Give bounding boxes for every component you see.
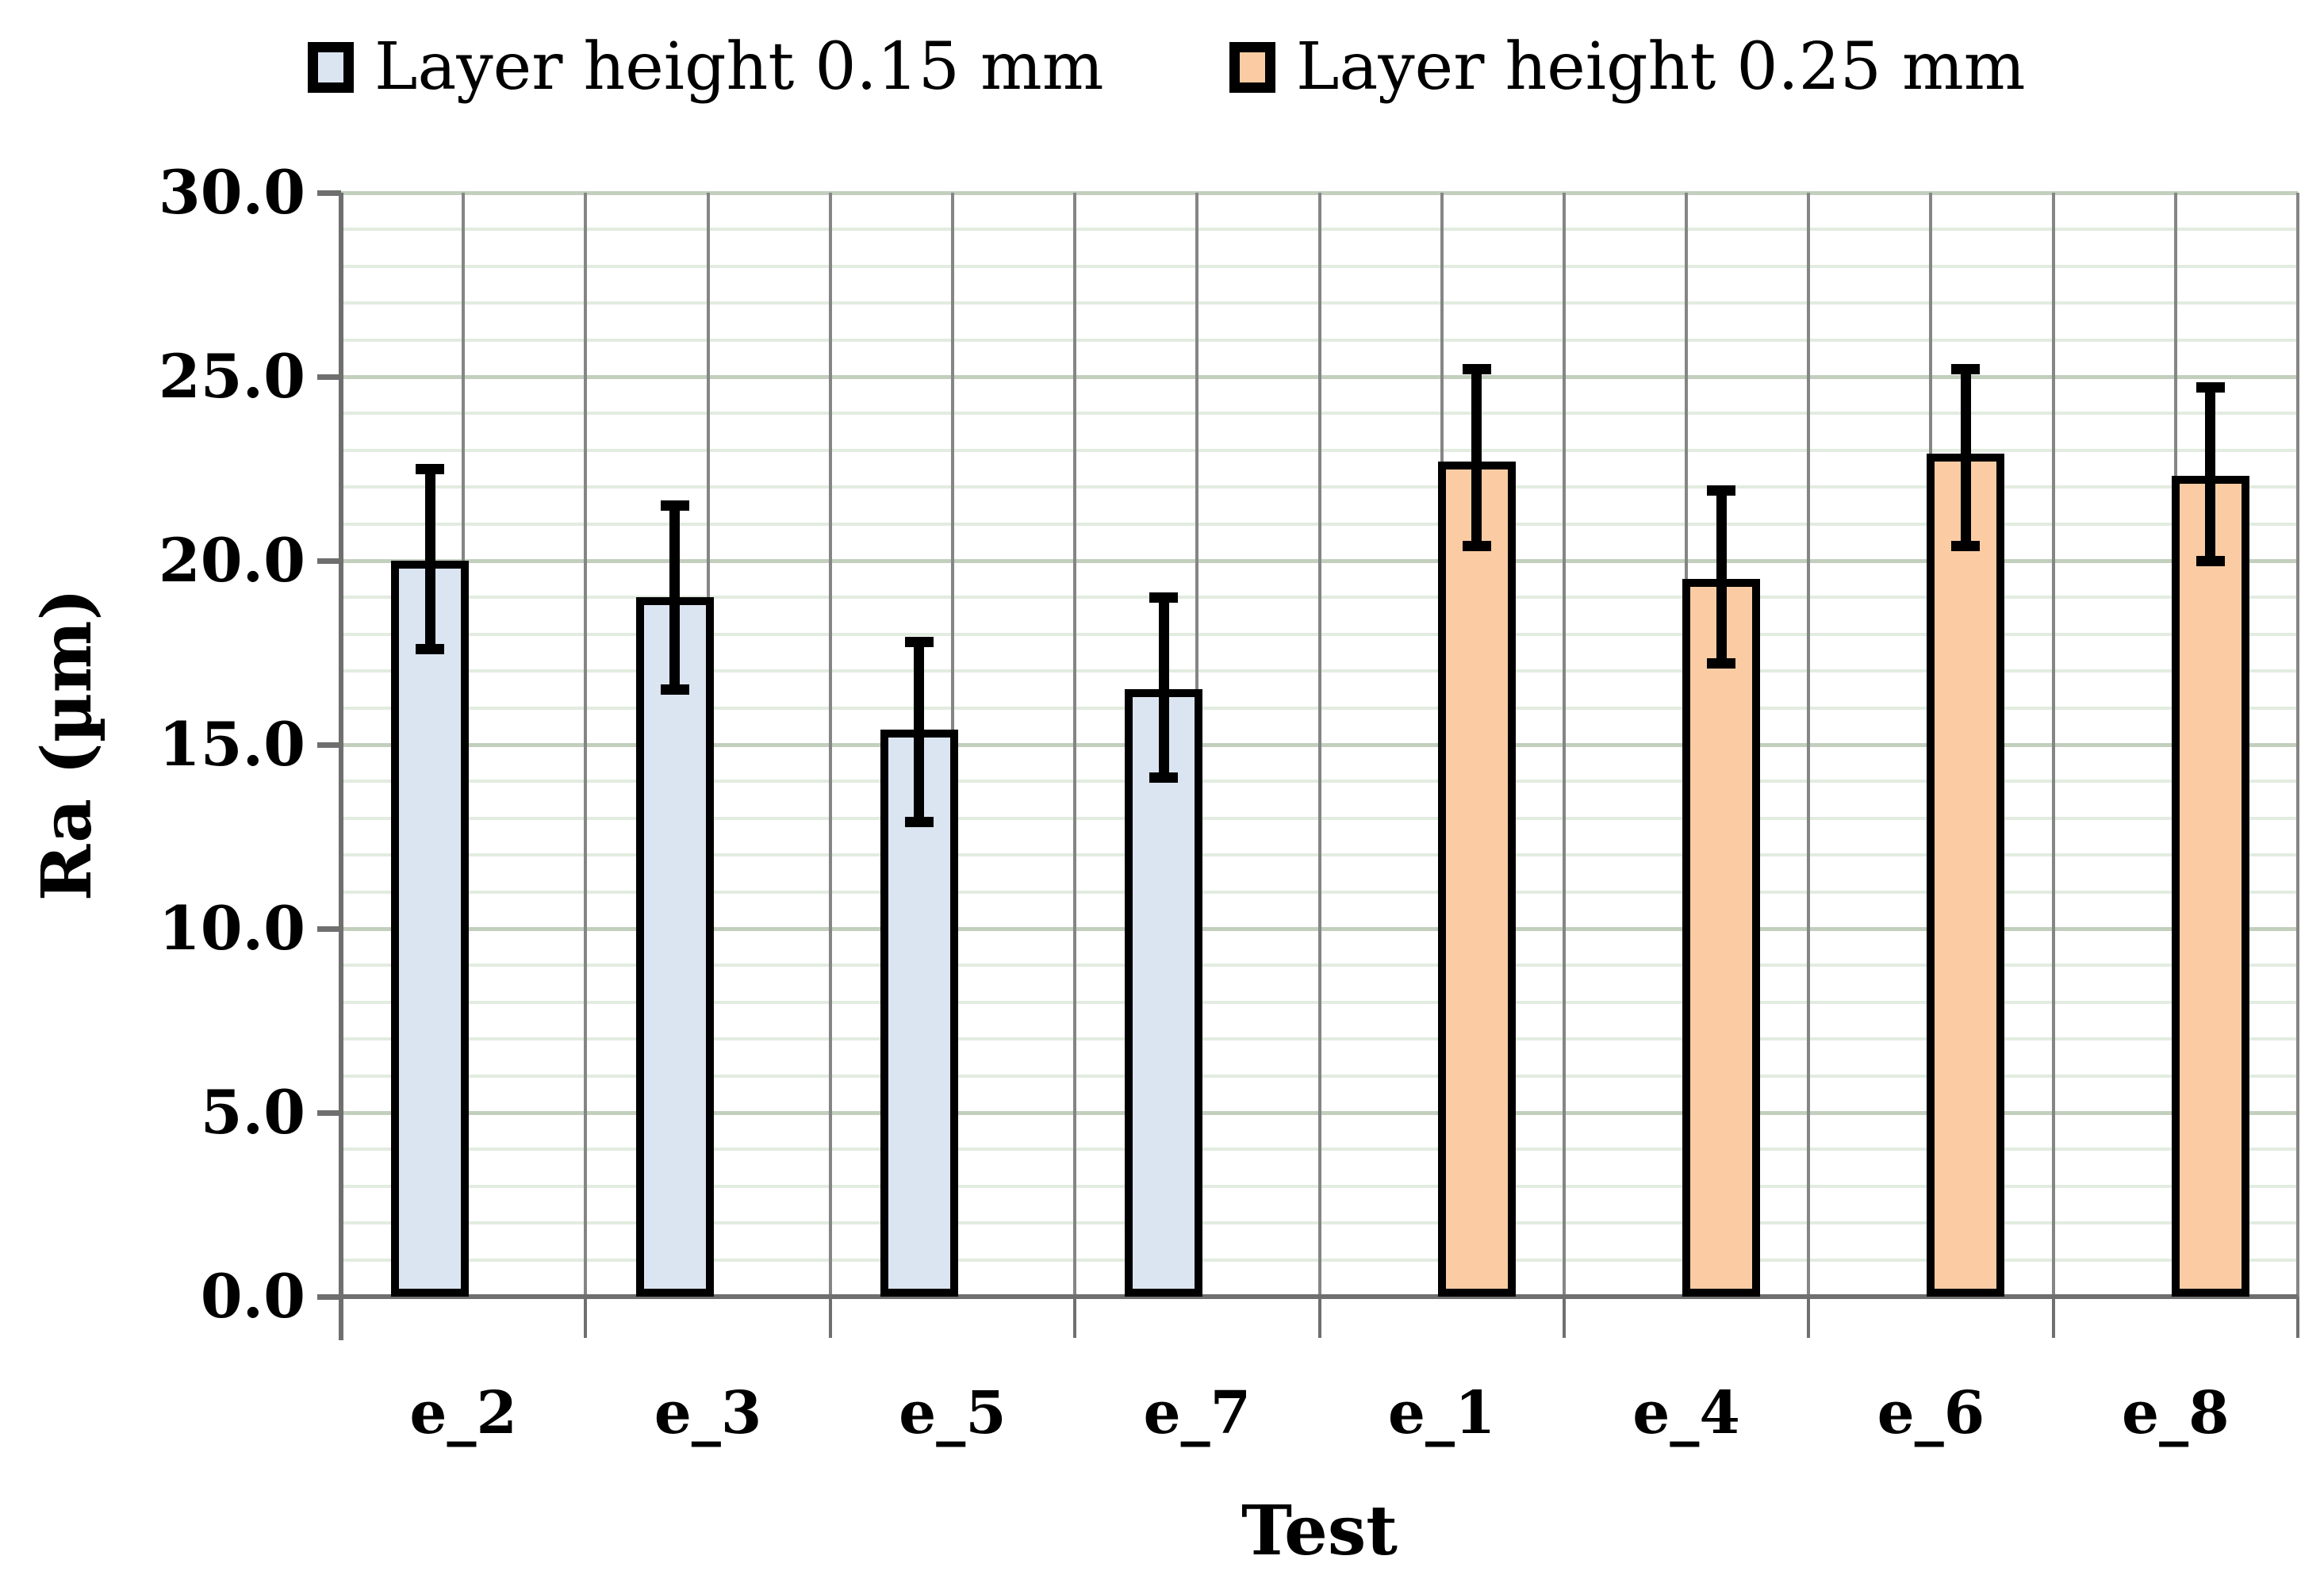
x-tick-label-e_7: e_7 xyxy=(1143,1379,1252,1447)
legend-label: Layer height 0.25 mm xyxy=(1296,29,2026,105)
bar-e_4 xyxy=(1682,579,1761,1297)
bar-e_2 xyxy=(391,561,470,1297)
error-bar-bottom-cap-e_6 xyxy=(1951,540,1981,551)
y-tick-label: 20.0 xyxy=(158,525,305,596)
y-tick-label: 5.0 xyxy=(200,1077,305,1148)
bar-e_6 xyxy=(1927,454,2005,1297)
error-bar-top-cap-e_4 xyxy=(1707,485,1736,496)
x-tick-label-e_3: e_3 xyxy=(654,1379,762,1447)
legend-item-1: Layer height 0.15 mm xyxy=(308,32,1104,103)
y-axis-line xyxy=(339,193,343,1340)
error-bar-line-e_8 xyxy=(2205,387,2216,561)
y-axis-tick xyxy=(317,190,341,196)
error-bar-top-cap-e_6 xyxy=(1951,364,1981,375)
error-bar-line-e_6 xyxy=(1960,369,1971,546)
legend-swatch-icon xyxy=(308,42,354,93)
y-axis-tick xyxy=(317,374,341,380)
x-tick-label-e_1: e_1 xyxy=(1387,1379,1496,1447)
x-axis-tick xyxy=(828,1297,832,1338)
y-axis-tick xyxy=(317,742,341,748)
error-bar-bottom-cap-e_5 xyxy=(904,816,934,827)
error-bar-top-cap-e_2 xyxy=(416,463,445,474)
y-tick-label: 30.0 xyxy=(158,157,305,228)
bar-e_8 xyxy=(2171,476,2249,1297)
legend-label: Layer height 0.15 mm xyxy=(374,29,1104,105)
x-tick-label-e_6: e_6 xyxy=(1877,1379,1985,1447)
x-axis-tick xyxy=(1317,1297,1321,1338)
vertical-gridline xyxy=(2051,193,2055,1297)
x-axis-tick xyxy=(1073,1297,1077,1338)
x-axis-tick xyxy=(339,1297,343,1338)
vertical-gridline xyxy=(2296,193,2299,1297)
bar-e_1 xyxy=(1437,461,1516,1297)
vertical-gridline xyxy=(1562,193,1566,1297)
vertical-gridline xyxy=(828,193,832,1297)
x-axis-tick xyxy=(2051,1297,2055,1338)
y-axis-tick xyxy=(317,1294,341,1300)
bar-e_3 xyxy=(635,597,714,1297)
error-bar-bottom-cap-e_4 xyxy=(1707,658,1736,669)
y-tick-label: 15.0 xyxy=(158,709,305,780)
y-tick-label: 25.0 xyxy=(158,341,305,412)
error-bar-line-e_2 xyxy=(424,469,435,650)
y-axis-tick xyxy=(317,558,341,564)
legend-swatch-icon xyxy=(1229,42,1275,93)
vertical-gridline xyxy=(1807,193,1811,1297)
error-bar-line-e_7 xyxy=(1158,597,1169,778)
error-bar-top-cap-e_1 xyxy=(1462,364,1491,375)
error-bar-bottom-cap-e_2 xyxy=(416,643,445,654)
error-bar-line-e_5 xyxy=(914,642,925,822)
error-bar-top-cap-e_3 xyxy=(660,500,689,511)
error-bar-line-e_3 xyxy=(669,505,681,690)
error-bar-line-e_1 xyxy=(1471,369,1482,546)
vertical-gridline xyxy=(1317,193,1321,1297)
legend-item-2: Layer height 0.25 mm xyxy=(1229,32,2026,103)
x-tick-label-e_2: e_2 xyxy=(409,1379,517,1447)
x-tick-label-e_8: e_8 xyxy=(2122,1379,2230,1447)
x-axis-tick xyxy=(2296,1297,2299,1338)
error-bar-top-cap-e_7 xyxy=(1149,592,1179,603)
x-tick-label-e_5: e_5 xyxy=(899,1379,1007,1447)
y-tick-label: 10.0 xyxy=(158,893,305,964)
error-bar-line-e_4 xyxy=(1716,490,1727,664)
x-tick-label-e_4: e_4 xyxy=(1632,1379,1740,1447)
error-bar-top-cap-e_5 xyxy=(904,636,934,647)
bar-e_7 xyxy=(1125,689,1203,1297)
y-axis-tick xyxy=(317,1110,341,1116)
y-axis-tick xyxy=(317,926,341,932)
x-axis-tick xyxy=(584,1297,588,1338)
error-bar-top-cap-e_8 xyxy=(2196,382,2225,393)
error-bar-bottom-cap-e_7 xyxy=(1149,772,1179,784)
vertical-gridline xyxy=(1073,193,1077,1297)
x-axis-title: Test xyxy=(1241,1491,1398,1571)
x-axis-tick xyxy=(1562,1297,1566,1338)
error-bar-bottom-cap-e_3 xyxy=(660,684,689,695)
x-axis-tick xyxy=(1807,1297,1811,1338)
vertical-gridline xyxy=(584,193,588,1297)
y-tick-label: 0.0 xyxy=(200,1261,305,1332)
error-bar-bottom-cap-e_8 xyxy=(2196,555,2225,566)
error-bar-bottom-cap-e_1 xyxy=(1462,540,1491,551)
